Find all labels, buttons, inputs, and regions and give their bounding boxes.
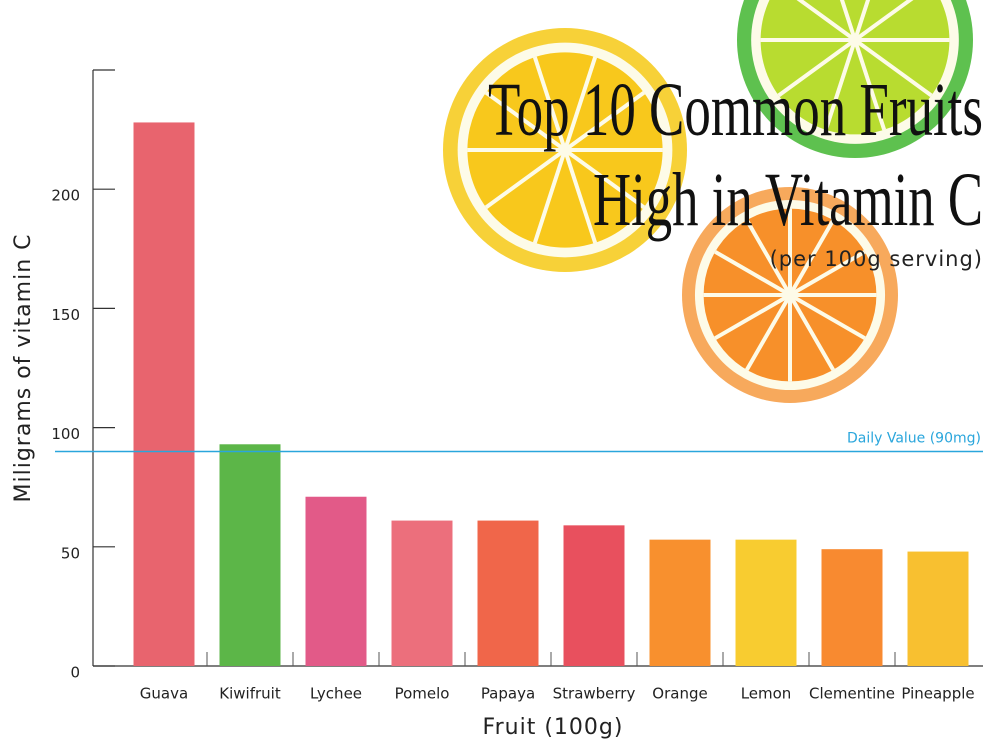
y-axis-title: Miligrams of vitamin C — [11, 234, 36, 503]
slice-segment — [563, 149, 598, 244]
slice-segment — [788, 250, 866, 297]
slice-segment — [777, 38, 857, 98]
slice-segment — [853, 0, 914, 42]
slice-segment — [839, 0, 857, 41]
bar — [133, 122, 195, 666]
y-tick-label: 50 — [61, 544, 80, 562]
x-tick-label: Kiwifruit — [219, 685, 281, 703]
slice-segment — [532, 56, 567, 151]
bar — [219, 444, 281, 666]
slice-segment — [563, 91, 646, 152]
x-tick-label: Lychee — [310, 685, 362, 703]
slice-segment — [853, 38, 933, 98]
slice-segment — [484, 148, 567, 209]
bar — [735, 539, 797, 666]
bar — [391, 520, 453, 666]
x-axis-title: Fruit (100g) — [483, 715, 624, 740]
x-tick-label: Pineapple — [901, 685, 974, 703]
bar — [649, 539, 711, 666]
y-tick-label: 150 — [51, 306, 80, 324]
bar — [305, 496, 367, 666]
slice-segment — [788, 293, 835, 371]
bar — [477, 520, 539, 666]
x-tick-label: Clementine — [809, 685, 895, 703]
y-tick-label: 100 — [51, 425, 80, 443]
slice-segment — [796, 0, 857, 42]
reference-label: Daily Value (90mg) — [847, 430, 981, 446]
slice-flesh — [760, 0, 950, 135]
slice-segment — [563, 148, 646, 209]
slice-segment — [788, 293, 866, 340]
slice-segment — [853, 0, 871, 41]
slice-segment — [745, 293, 792, 371]
slice-segment — [532, 149, 567, 244]
x-tick-label: Orange — [652, 685, 707, 703]
y-tick-label: 200 — [51, 187, 80, 205]
x-tick-label: Guava — [140, 685, 188, 703]
chart-title: High in Vitamin C — [593, 158, 983, 242]
slice-segment — [745, 219, 792, 297]
x-tick-label: Pomelo — [395, 685, 450, 703]
bar — [907, 551, 969, 666]
bar — [563, 525, 625, 666]
slice-segment — [714, 293, 792, 340]
slice-segment — [714, 250, 792, 297]
slice-segment — [823, 39, 857, 131]
chart-subtitle: (per 100g serving) — [770, 247, 983, 271]
bar — [821, 549, 883, 666]
slice-segment — [484, 91, 567, 152]
y-tick-label: 0 — [70, 664, 80, 682]
x-tick-label: Lemon — [741, 685, 792, 703]
x-tick-label: Strawberry — [553, 685, 636, 703]
slice-segment — [853, 39, 887, 131]
slice-segment — [563, 56, 598, 151]
citrus-decoration — [443, 0, 973, 403]
chart-title: Top 10 Common Fruits — [488, 68, 983, 152]
slice-segment — [788, 219, 835, 297]
x-tick-label: Papaya — [481, 685, 535, 703]
